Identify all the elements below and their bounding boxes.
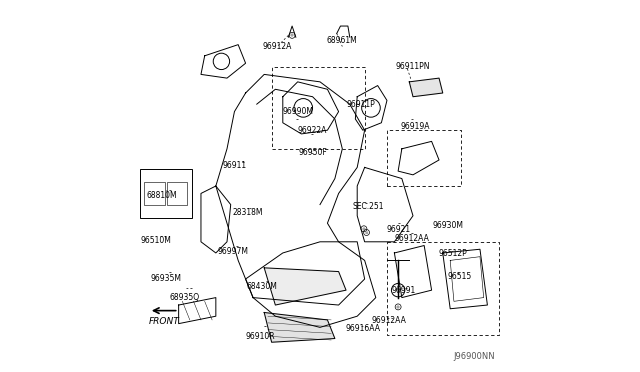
Polygon shape <box>264 268 346 305</box>
Text: 96510M: 96510M <box>141 236 172 245</box>
Text: 96991: 96991 <box>392 286 416 295</box>
Text: 96922A: 96922A <box>298 126 327 135</box>
Text: 96911PN: 96911PN <box>396 62 430 71</box>
Text: 96912A: 96912A <box>262 42 292 51</box>
Text: 96990M: 96990M <box>282 107 313 116</box>
Text: 96912AA: 96912AA <box>371 316 406 325</box>
Text: 68430M: 68430M <box>247 282 278 291</box>
Text: 68935Q: 68935Q <box>169 293 199 302</box>
Text: 96930M: 96930M <box>433 221 464 230</box>
Text: 68810M: 68810M <box>147 191 177 200</box>
Text: 96997M: 96997M <box>217 247 248 256</box>
Polygon shape <box>410 78 443 97</box>
Text: 96911P: 96911P <box>346 100 375 109</box>
Text: 96935M: 96935M <box>150 274 181 283</box>
Text: 96921: 96921 <box>386 225 410 234</box>
Text: 96950F: 96950F <box>298 148 327 157</box>
Text: 96912AA: 96912AA <box>395 234 429 243</box>
Text: 96919A: 96919A <box>400 122 429 131</box>
Text: 28318M: 28318M <box>232 208 262 217</box>
Text: J96900NN: J96900NN <box>453 352 495 361</box>
Text: 96910R: 96910R <box>246 332 275 341</box>
Text: 68961M: 68961M <box>327 36 358 45</box>
Polygon shape <box>264 312 335 342</box>
Text: FRONT: FRONT <box>148 317 179 326</box>
Text: SEC.251: SEC.251 <box>353 202 384 211</box>
Text: 96515: 96515 <box>447 272 472 280</box>
Text: 96916AA: 96916AA <box>346 324 380 333</box>
Text: 96911: 96911 <box>222 161 246 170</box>
Text: 96512P: 96512P <box>438 249 467 258</box>
